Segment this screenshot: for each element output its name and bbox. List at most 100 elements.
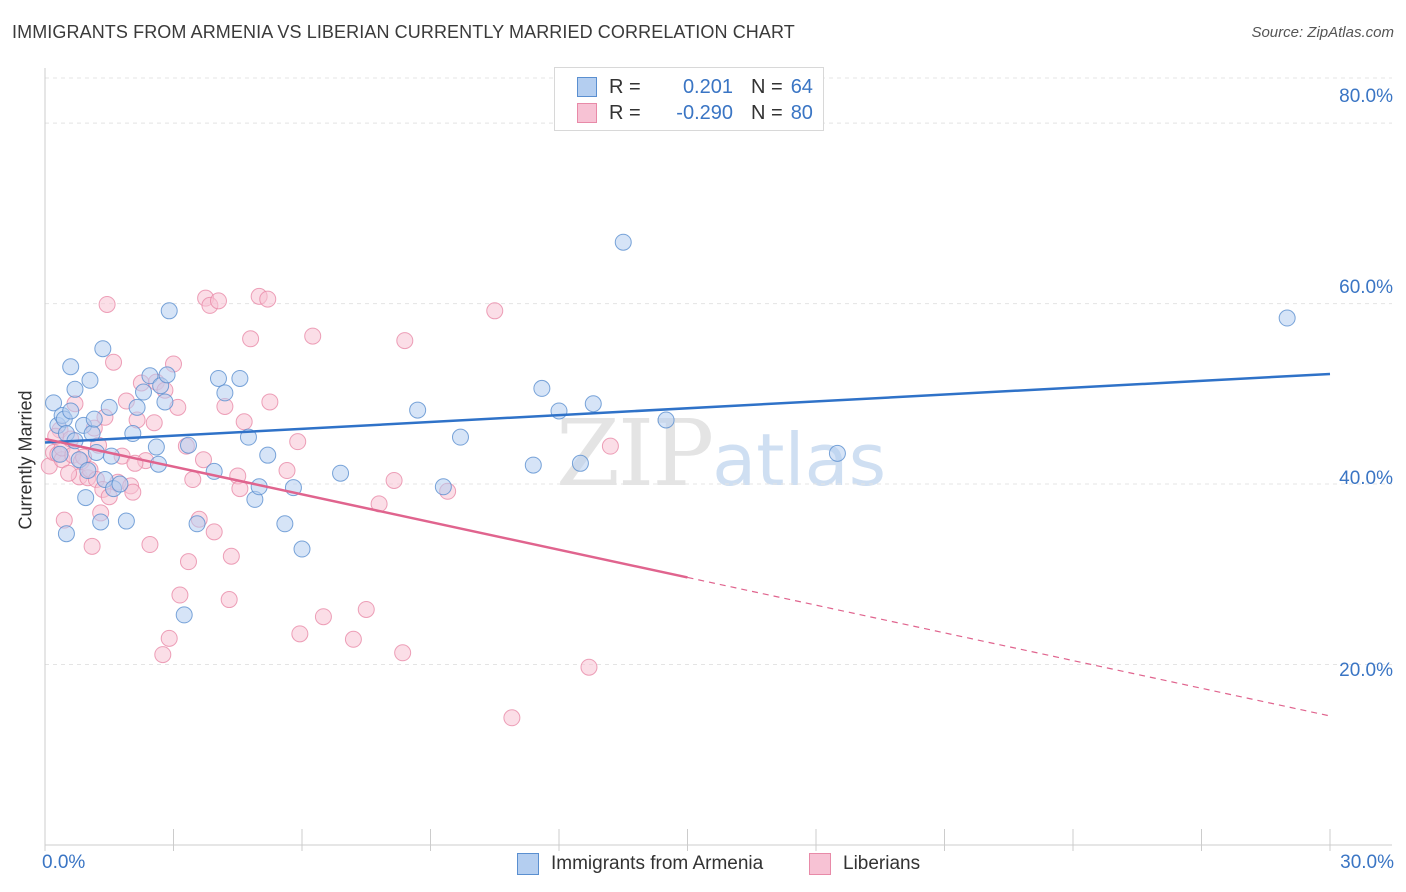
y-axis-label: Currently Married: [15, 390, 36, 530]
liberian-point: [357, 600, 375, 618]
y-tick-label-60: 60.0%: [1339, 277, 1393, 298]
legend-row-armenia: R = 0.201 N = 64: [577, 75, 813, 99]
armenia-point: [62, 358, 80, 376]
y-tick-label-20: 20.0%: [1339, 660, 1393, 681]
bottom-legend-armenia: Immigrants from Armenia: [517, 852, 763, 876]
armenia-point: [259, 446, 277, 464]
armenia-point: [409, 401, 427, 419]
armenia-point: [231, 369, 249, 387]
liberian-point: [205, 523, 223, 541]
r-label: R =: [609, 75, 641, 98]
liberian-trend-extension: [687, 576, 1331, 717]
armenia-point: [188, 515, 206, 533]
armenia-point: [571, 454, 589, 472]
armenia-trend-line: [44, 372, 1331, 444]
liberian-point: [385, 471, 403, 489]
liberian-point: [278, 462, 296, 480]
y-tick-label-40: 40.0%: [1339, 468, 1393, 489]
axes: [44, 68, 1392, 851]
source-credit: Source: ZipAtlas.com: [1251, 24, 1394, 41]
liberian-point: [394, 644, 412, 662]
armenia-swatch: [577, 77, 597, 97]
liberian-point: [344, 630, 362, 648]
liberian-point: [503, 709, 521, 727]
armenia-point: [657, 411, 675, 429]
armenia-point: [156, 393, 174, 411]
watermark-atlas: atlas: [712, 418, 887, 502]
armenia-point: [117, 512, 135, 530]
armenia-point: [614, 233, 632, 251]
liberian-point: [194, 451, 212, 469]
liberian-point: [171, 586, 189, 604]
liberian-point: [580, 658, 598, 676]
armenia-point: [175, 606, 193, 624]
n-label: N =: [751, 101, 783, 124]
armenia-point: [332, 464, 350, 482]
chart-title: IMMIGRANTS FROM ARMENIA VS LIBERIAN CURR…: [12, 22, 795, 42]
liberian-point: [83, 537, 101, 555]
armenia-point: [434, 478, 452, 496]
armenia-points: [45, 233, 1296, 624]
armenia-point: [158, 366, 176, 384]
watermark-zip: ZIP: [556, 400, 714, 507]
liberian-point: [60, 464, 78, 482]
legend-row-liberian: R = -0.290 N = 80: [577, 101, 813, 125]
correlation-legend: R = 0.201 N = 64 R = -0.290 N = 80: [554, 67, 824, 131]
liberian-point: [396, 332, 414, 350]
liberian-point: [154, 646, 172, 664]
armenia-point: [85, 410, 103, 428]
liberian-point: [486, 302, 504, 320]
armenia-point: [102, 447, 120, 465]
armenia-point: [160, 302, 178, 320]
bottom-legend-liberian: Liberians: [809, 852, 920, 876]
liberian-legend-label: Liberians: [843, 853, 921, 874]
liberian-point: [124, 483, 142, 501]
liberian-point: [98, 295, 116, 313]
armenia-legend-swatch: [517, 853, 539, 875]
armenia-point: [524, 456, 542, 474]
armenia-point: [111, 475, 129, 493]
grid-lines: [45, 77, 1392, 666]
liberian-point: [289, 433, 307, 451]
y-tick-label-80: 80.0%: [1339, 86, 1393, 107]
liberian-point: [314, 608, 332, 626]
armenia-point: [584, 395, 602, 413]
armenia-point: [141, 367, 159, 385]
liberian-point: [259, 290, 277, 308]
liberian-swatch: [577, 103, 597, 123]
armenia-point: [128, 398, 146, 416]
armenia-point: [79, 462, 97, 480]
armenia-point: [92, 513, 110, 531]
armenia-point: [1278, 309, 1296, 327]
watermark: ZIPatlas: [556, 400, 886, 507]
liberian-point: [242, 330, 260, 348]
liberian-point: [184, 471, 202, 489]
liberian-point: [179, 553, 197, 571]
armenia-point: [45, 394, 63, 412]
liberian-point: [145, 414, 163, 432]
liberian-points: [40, 287, 619, 727]
armenia-point: [81, 371, 99, 389]
armenia-point: [77, 489, 95, 507]
armenia-point: [276, 515, 294, 533]
liberian-point: [105, 353, 123, 371]
liberian-r-value: -0.290: [676, 101, 733, 124]
n-label: N =: [751, 75, 783, 98]
liberian-point: [160, 629, 178, 647]
armenia-point: [209, 369, 227, 387]
liberian-point: [601, 437, 619, 455]
armenia-point: [216, 384, 234, 402]
x-tick-label-0: 0.0%: [42, 852, 86, 873]
armenia-point: [293, 540, 311, 558]
liberian-n-value: 80: [790, 101, 813, 124]
armenia-point: [57, 525, 75, 543]
armenia-point: [94, 340, 112, 358]
armenia-point: [828, 444, 846, 462]
armenia-r-value: 0.201: [682, 75, 733, 98]
liberian-point: [220, 591, 238, 609]
x-tick-label-30: 30.0%: [1340, 852, 1394, 873]
r-label: R =: [609, 101, 641, 124]
liberian-trend-line: [44, 437, 688, 579]
liberian-legend-swatch: [809, 853, 831, 875]
